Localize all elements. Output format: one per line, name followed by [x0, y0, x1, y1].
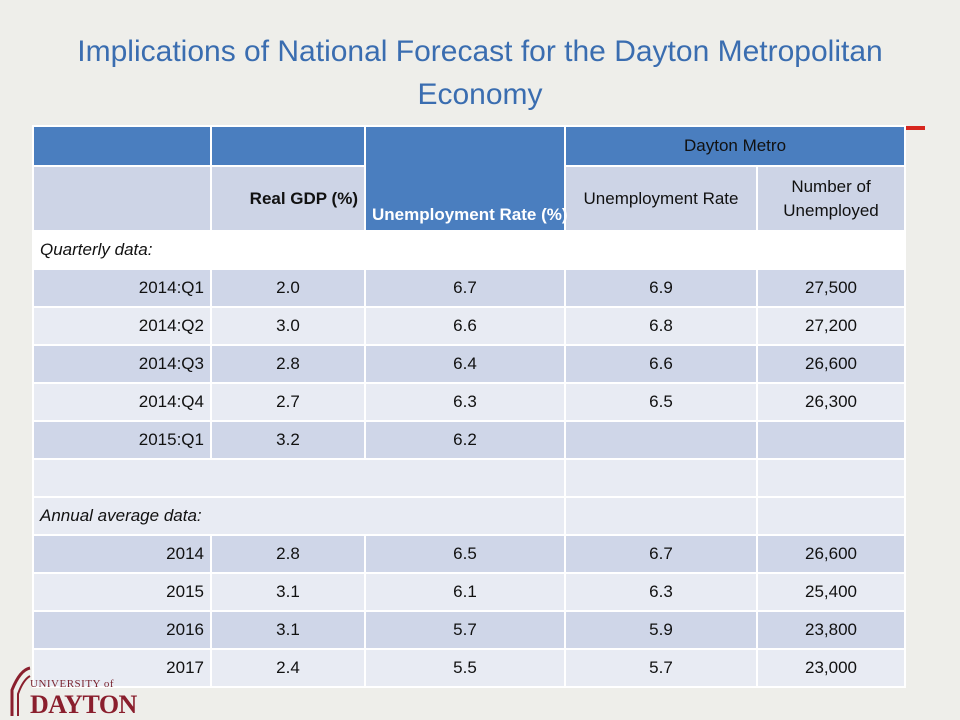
gdp-cell: 2.7 [210, 382, 366, 422]
section-row-annual: Annual average data: [32, 496, 907, 536]
unemployment-cell: 6.4 [364, 344, 566, 384]
unemployment-cell: 5.5 [364, 648, 566, 688]
unemployment-cell: 6.5 [364, 534, 566, 574]
unemployment-cell: 5.7 [364, 610, 566, 650]
header-row-1: Unemployment Rate (%) Dayton Metro [32, 125, 907, 232]
period-cell: 2014:Q2 [32, 306, 212, 346]
period-cell: 2017 [32, 648, 212, 688]
accent-mark [905, 126, 925, 130]
metro-count-cell [755, 420, 907, 460]
period-cell: 2015 [32, 572, 212, 612]
gdp-cell: 3.0 [210, 306, 366, 346]
metro-count-cell: 26,600 [755, 534, 907, 574]
header-row-2: Real GDP (%) Unemployment Rate Number of… [32, 165, 907, 232]
header-blank-cell [32, 165, 212, 232]
metro-count-cell: 26,600 [755, 344, 907, 384]
unemployment-cell: 6.6 [364, 306, 566, 346]
table-row: 2016 3.1 5.7 5.9 23,800 [32, 610, 907, 650]
table-row: 2015:Q1 3.2 6.2 [32, 420, 907, 460]
gdp-cell: 2.0 [210, 268, 366, 308]
metro-count-cell: 23,000 [755, 648, 907, 688]
metro-rate-cell: 6.5 [564, 382, 758, 422]
dayton-metro-header: Dayton Metro [563, 125, 907, 167]
table-row: 2017 2.4 5.5 5.7 23,000 [32, 648, 907, 688]
metro-rate-cell [564, 420, 758, 460]
table-row: 2014:Q3 2.8 6.4 6.6 26,600 [32, 344, 907, 384]
gdp-cell: 3.1 [210, 610, 366, 650]
unemployment-cell: 6.7 [364, 268, 566, 308]
period-cell: 2014:Q4 [32, 382, 212, 422]
section-row-quarterly: Quarterly data: [32, 230, 907, 270]
metro-rate-cell: 6.8 [564, 306, 758, 346]
spacer-row [32, 458, 907, 498]
metro-count-cell: 23,800 [755, 610, 907, 650]
logo-line-2: DAYTON [30, 690, 137, 719]
metro-rate-cell: 6.7 [564, 534, 758, 574]
period-cell: 2014 [32, 534, 212, 574]
gdp-cell: 2.8 [210, 534, 366, 574]
metro-rate-cell: 6.6 [564, 344, 758, 384]
unemployment-cell: 6.3 [364, 382, 566, 422]
table-row: 2014 2.8 6.5 6.7 26,600 [32, 534, 907, 574]
col-header-real-gdp: Real GDP (%) [210, 165, 366, 232]
logo-line-1: UNIVERSITY of [30, 678, 114, 690]
unemployment-cell: 6.1 [364, 572, 566, 612]
header-blank-cell [210, 125, 366, 167]
table-row: 2014:Q1 2.0 6.7 6.9 27,500 [32, 268, 907, 308]
unemployment-cell: 6.2 [364, 420, 566, 460]
table-row: 2014:Q4 2.7 6.3 6.5 26,300 [32, 382, 907, 422]
col-header-unemployment-rate: Unemployment Rate (%) [364, 125, 568, 232]
university-of-dayton-logo: UNIVERSITY of DAYTON [8, 660, 137, 719]
section-label-annual: Annual average data: [32, 496, 566, 536]
gdp-cell: 3.1 [210, 572, 366, 612]
metro-rate-cell: 6.3 [564, 572, 758, 612]
period-cell: 2016 [32, 610, 212, 650]
metro-rate-cell: 5.9 [564, 610, 758, 650]
section-label-quarterly: Quarterly data: [32, 230, 566, 270]
period-cell: 2014:Q1 [32, 268, 212, 308]
forecast-table: Unemployment Rate (%) Dayton Metro Real … [32, 125, 907, 688]
header-blank-cell [32, 125, 212, 167]
metro-count-cell: 27,200 [755, 306, 907, 346]
gdp-cell: 3.2 [210, 420, 366, 460]
metro-count-cell: 26,300 [755, 382, 907, 422]
period-cell: 2014:Q3 [32, 344, 212, 384]
table-row: 2014:Q2 3.0 6.6 6.8 27,200 [32, 306, 907, 346]
col-header-metro-unemployment-rate: Unemployment Rate [564, 165, 758, 232]
period-cell: 2015:Q1 [32, 420, 212, 460]
gdp-cell: 2.8 [210, 344, 366, 384]
table-row: 2015 3.1 6.1 6.3 25,400 [32, 572, 907, 612]
metro-count-cell: 27,500 [755, 268, 907, 308]
col-header-number-unemployed: Number of Unemployed [755, 165, 907, 232]
metro-count-cell: 25,400 [755, 572, 907, 612]
slide-title: Implications of National Forecast for th… [77, 35, 883, 111]
logo-arch-icon [10, 666, 31, 716]
metro-rate-cell: 5.7 [564, 648, 758, 688]
gdp-cell: 2.4 [210, 648, 366, 688]
metro-rate-cell: 6.9 [564, 268, 758, 308]
